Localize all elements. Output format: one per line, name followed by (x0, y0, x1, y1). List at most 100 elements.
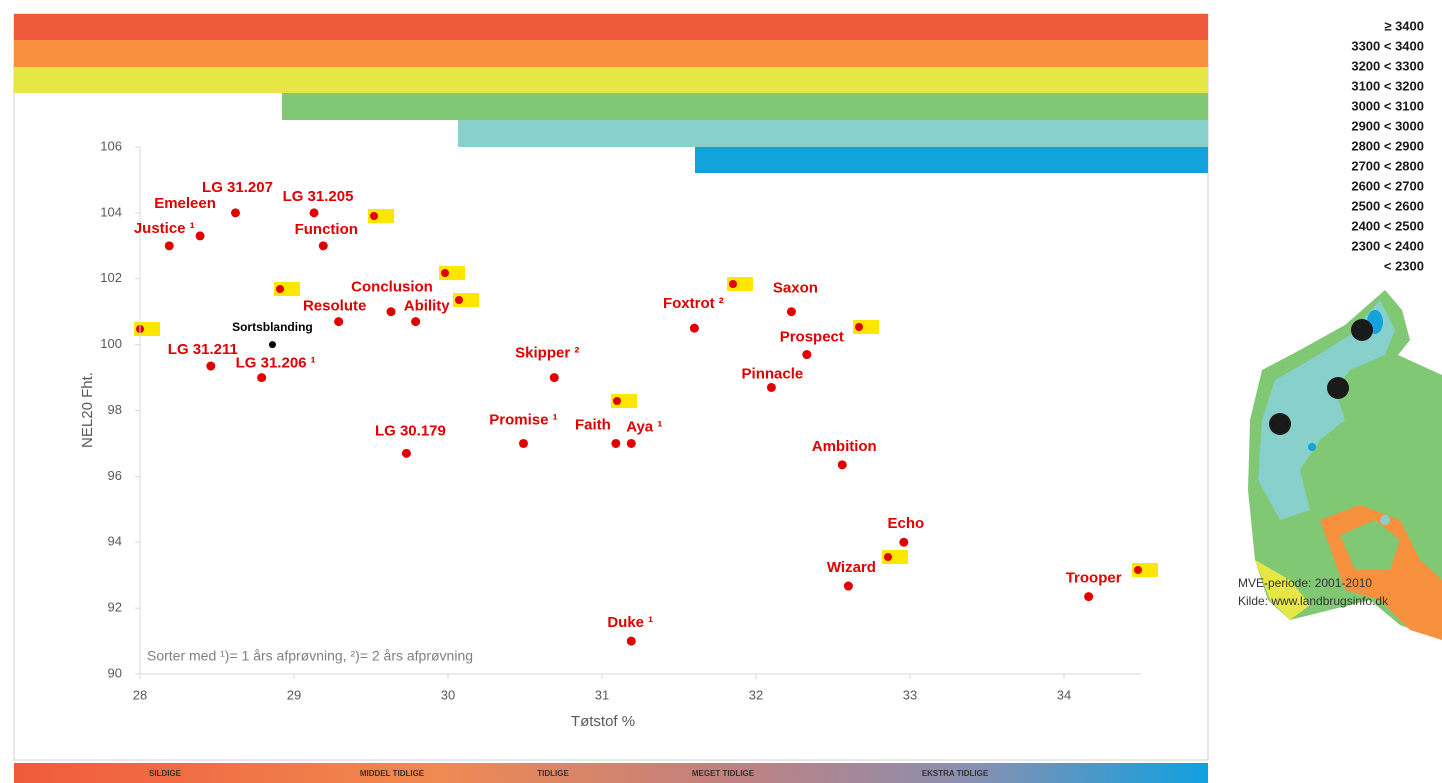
point-label: Ability (404, 298, 450, 315)
point-label: Foxtrot ² (663, 295, 724, 312)
point (626, 438, 636, 448)
point (268, 341, 276, 349)
note: Sorter med ¹)= 1 års afprøvning, ²)= 2 å… (147, 648, 473, 664)
logo-mark (370, 212, 378, 220)
point (549, 373, 559, 383)
y-tick-label: 106 (100, 138, 122, 153)
logo-mark (455, 296, 463, 304)
x-tick-label: 28 (133, 687, 147, 702)
logo-mark (1134, 566, 1142, 574)
legend-label: 2900 < 3000 (1351, 118, 1424, 133)
band (695, 147, 1208, 173)
point (1084, 592, 1094, 602)
point-label: Trooper (1066, 570, 1122, 587)
legend-label: 2500 < 2600 (1351, 198, 1424, 213)
y-tick-label: 96 (108, 468, 122, 483)
legend-label: 3300 < 3400 (1351, 38, 1424, 53)
point-label: Emeleen (154, 195, 216, 212)
point (518, 438, 528, 448)
point (786, 307, 796, 317)
point (309, 208, 319, 218)
map (1248, 290, 1442, 640)
x-tick-label: 29 (287, 687, 301, 702)
point (626, 636, 636, 646)
legend-label: 2700 < 2800 (1351, 158, 1424, 173)
logo-mark (613, 397, 621, 405)
y-tick-label: 100 (100, 336, 122, 351)
point-label: Duke ¹ (607, 614, 653, 631)
logo-mark (441, 269, 449, 277)
x-tick-label: 30 (441, 687, 455, 702)
band (14, 40, 1208, 67)
band (14, 14, 1208, 40)
point (386, 307, 396, 317)
x-tick-label: 32 (749, 687, 763, 702)
y-tick-label: 90 (108, 665, 122, 680)
point-label: Ambition (812, 438, 877, 455)
point (837, 460, 847, 470)
source-line: MVE-periode: 2001-2010 (1238, 576, 1372, 590)
point (611, 438, 621, 448)
logo-mark (884, 553, 892, 561)
point-label: Justice ¹ (134, 220, 195, 237)
x-tick-label: 34 (1057, 687, 1071, 702)
point-label: Promise ¹ (489, 411, 557, 428)
point (164, 241, 174, 251)
point-label: Prospect (780, 328, 844, 345)
point (843, 581, 853, 591)
map-region (1380, 515, 1390, 525)
point (411, 317, 421, 327)
point-label: Aya ¹ (626, 418, 662, 435)
point-label: LG 31.211 (168, 341, 238, 358)
point-label: Sortsblanding (232, 320, 313, 334)
y-axis-title: NEL20 Fht. (79, 372, 96, 448)
maturity-label: EKSTRA TIDLIGE (922, 769, 989, 778)
point-label: Faith (575, 416, 611, 433)
y-tick-label: 102 (100, 270, 122, 285)
map-dot (1269, 413, 1291, 435)
maturity-label: MEGET TIDLIGE (692, 769, 755, 778)
point-label: LG 31.207 (202, 179, 273, 196)
legend-label: 2300 < 2400 (1351, 238, 1424, 253)
y-tick-label: 98 (108, 402, 122, 417)
map-region (1255, 560, 1310, 620)
maturity-label: MIDDEL TIDLIGE (360, 769, 425, 778)
band (14, 67, 1208, 93)
point-label: LG 31.205 (283, 188, 354, 205)
legend-label: < 2300 (1384, 258, 1424, 273)
point-label: LG 31.206 ¹ (236, 355, 316, 372)
point-label: Conclusion (351, 279, 433, 296)
point-label: Echo (887, 515, 924, 532)
map-dot (1327, 377, 1349, 399)
maturity-label: SILDIGE (149, 769, 182, 778)
point (206, 361, 216, 371)
y-tick-label: 104 (100, 204, 122, 219)
x-axis-title: Tøtstof % (571, 713, 635, 730)
legend-label: 2800 < 2900 (1351, 138, 1424, 153)
point-label: Wizard (827, 559, 876, 576)
point-label: Resolute (303, 298, 366, 315)
logo-mark (276, 285, 284, 293)
point (257, 373, 267, 383)
point (334, 317, 344, 327)
y-tick-label: 92 (108, 600, 122, 615)
y-tick-label: 94 (108, 534, 122, 549)
legend-label: 3200 < 3300 (1351, 58, 1424, 73)
point-label: Saxon (773, 280, 818, 297)
point (689, 323, 699, 333)
logo-mark (855, 323, 863, 331)
maturity-bar (14, 763, 1208, 783)
point (802, 350, 812, 360)
map-dot (1351, 319, 1373, 341)
point-label: LG 30.179 (375, 422, 446, 439)
logo-mark (729, 280, 737, 288)
point-label: Function (295, 221, 358, 238)
maturity-label: TIDLIGE (537, 769, 569, 778)
point-label: Pinnacle (742, 365, 804, 382)
map-region (1340, 520, 1400, 570)
source-line: Kilde: www.landbrugsinfo.dk (1238, 594, 1389, 608)
point (766, 382, 776, 392)
x-tick-label: 33 (903, 687, 917, 702)
band (458, 120, 1208, 147)
